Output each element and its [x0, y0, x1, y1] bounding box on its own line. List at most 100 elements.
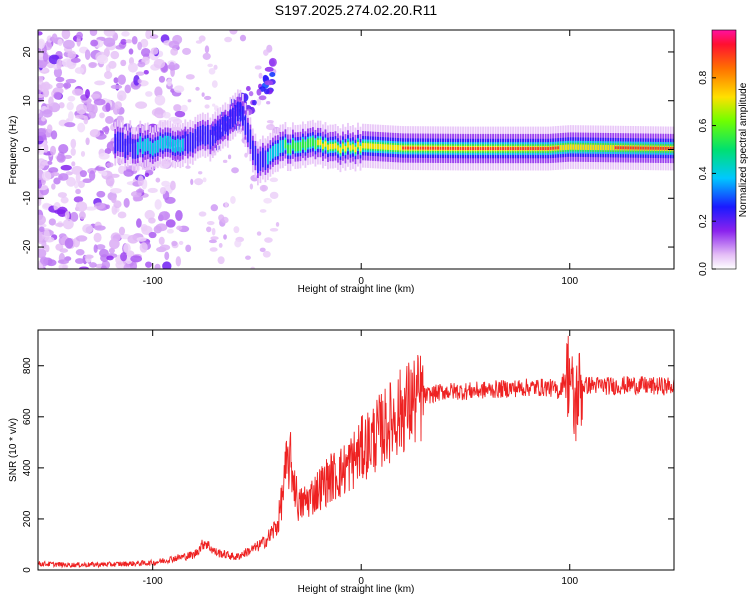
spectrogram-noise-blob [118, 226, 126, 236]
spectrogram-ridge-cell [372, 143, 374, 149]
spectrogram-ridge-cell [214, 123, 217, 144]
spectrogram-noise-blob [185, 165, 191, 169]
spectrogram-noise-blob [38, 199, 42, 206]
spectrogram-noise-blob [224, 36, 233, 43]
spectrogram-ridge-cell [114, 133, 117, 154]
spectrogram-ridge-cell [209, 129, 212, 150]
spectrogram-ridge-cell [627, 146, 630, 150]
spectrogram-ridge-cell [669, 147, 672, 150]
colorbar-tick-label: 0.4 [698, 166, 709, 180]
spectrogram-noise-blob [212, 103, 216, 107]
spectrogram-ridge-cell [196, 126, 199, 147]
spectrogram-noise-blob [38, 214, 46, 226]
spectrogram-ridge-cell [319, 139, 322, 146]
spectrogram-ridge-cell [264, 150, 267, 171]
spectrogram-noise-blob [75, 201, 88, 212]
spectrogram-noise-blob [131, 35, 138, 45]
spectrogram-noise-blob [58, 173, 69, 181]
spectrogram-ridge-cell [347, 142, 349, 148]
spectrogram-ridge-cell [639, 146, 642, 150]
spectrogram-noise-blob [75, 172, 81, 183]
spectrogram-ridge-cell [231, 107, 234, 128]
spectrogram-noise-blob [269, 191, 279, 200]
snr-ytick-label: 600 [22, 408, 33, 425]
spectrogram-ridge-cell [161, 137, 164, 151]
spectrogram-noise-blob [90, 39, 99, 47]
snr-xlabel: Height of straight line (km) [298, 584, 415, 595]
spectrogram-noise-blob [110, 187, 122, 194]
spectrogram-noise-blob [144, 172, 150, 177]
spectrogram-ridge-cell [121, 132, 124, 153]
spectrogram-noise-blob [120, 38, 127, 45]
spectrogram-noise-blob [93, 225, 106, 231]
spectrogram-noise-blob [103, 37, 116, 47]
spectrogram-noise-blob [90, 93, 101, 99]
spectrogram-ridge-cell [239, 102, 242, 122]
spectrogram-noise-blob [129, 261, 138, 269]
spectrogram-ridge-cell [134, 139, 137, 159]
spectrogram-noise-blob [222, 159, 228, 163]
spectrogram-ridge-cell [334, 143, 337, 149]
spectrogram-ridge-cell [442, 146, 444, 150]
spectrogram-ridge-cell [637, 146, 640, 150]
spectrogram-noise-blob [124, 84, 132, 94]
spectrogram-noise-blob [187, 99, 192, 103]
spectrogram-ridge-cell [564, 144, 567, 151]
spectrogram-ridge-cell [226, 116, 229, 136]
snr-x-ticks: -100 0 100 [143, 330, 579, 587]
spectrogram-noise-blob [113, 77, 119, 84]
spectrogram-ridge-cell [284, 139, 287, 149]
spectrogram-noise-blob [269, 228, 279, 232]
spectrogram-noise-blob [213, 64, 218, 70]
spectrogram-ridge-cell [299, 142, 302, 151]
spectrogram-ridge-cell [532, 147, 535, 150]
spectrogram-noise-blob [130, 255, 143, 263]
spectrogram-noise-blob [48, 96, 54, 107]
spectrogram-ridge-cell [234, 104, 237, 125]
spectrogram-noise-blob [56, 58, 62, 70]
spectrogram-noise-blob [264, 237, 273, 243]
spectrogram-noise-blob [48, 218, 56, 226]
spectrogram-ridge-cell [181, 138, 184, 152]
spectrogram-noise-blob [93, 244, 98, 253]
spectrogram-ridge-cell [514, 147, 517, 150]
snr-ytick-label: 200 [22, 510, 33, 527]
spectrogram-noise-blob [143, 69, 149, 75]
spectrogram-ridge-cell [374, 143, 377, 150]
spectrogram-noise-blob [84, 254, 94, 259]
spectrogram-noise-blob [148, 217, 156, 224]
spectrogram-noise-blob [208, 68, 216, 75]
spectrogram-noise-blob [174, 110, 186, 118]
spectrogram-noise-blob [135, 101, 148, 109]
spectrogram-ridge-cell [327, 144, 329, 151]
spectrogram-noise-blob [155, 177, 161, 183]
spectrogram-ridge-cell [469, 147, 472, 150]
spectrogram-ridge-cell [126, 135, 129, 156]
spectrogram-ridge-cell [384, 144, 387, 150]
spectrogram-noise-blob [234, 239, 242, 248]
spectrogram-noise-blob [266, 120, 274, 124]
spectrogram-noise-blob [74, 258, 85, 264]
spectrogram-noise-blob [42, 52, 49, 62]
spectrogram-noise-blob [195, 86, 200, 91]
spectrogram-noise-blob [165, 219, 176, 228]
spectrogram-ridge-cell [657, 146, 660, 150]
spectrogram-noise-blob [61, 30, 71, 40]
spectrogram-branch-blob [245, 86, 251, 92]
spectrogram-ridge-cell [221, 116, 224, 137]
spectrogram-noise-blob [74, 67, 85, 74]
spectrogram-ridge-cell [509, 147, 512, 150]
spectrogram-ridge-cell [522, 147, 525, 150]
spectrogram-ridge-cell [256, 153, 259, 174]
spectrogram-noise-blob [173, 104, 182, 112]
spectrogram-branch-blob [215, 130, 224, 138]
spectrogram-noise-blob [47, 160, 53, 165]
spectrogram-ridge-cell [179, 139, 182, 153]
spectrogram-noise-blob [85, 137, 90, 146]
spectrogram-noise-blob [67, 95, 76, 102]
spectrogram-noise-blob [103, 71, 113, 80]
spectrogram-noise-blob [64, 237, 74, 249]
spectrogram-noise-blob [158, 211, 171, 221]
spectrogram-noise-blob [275, 222, 280, 227]
